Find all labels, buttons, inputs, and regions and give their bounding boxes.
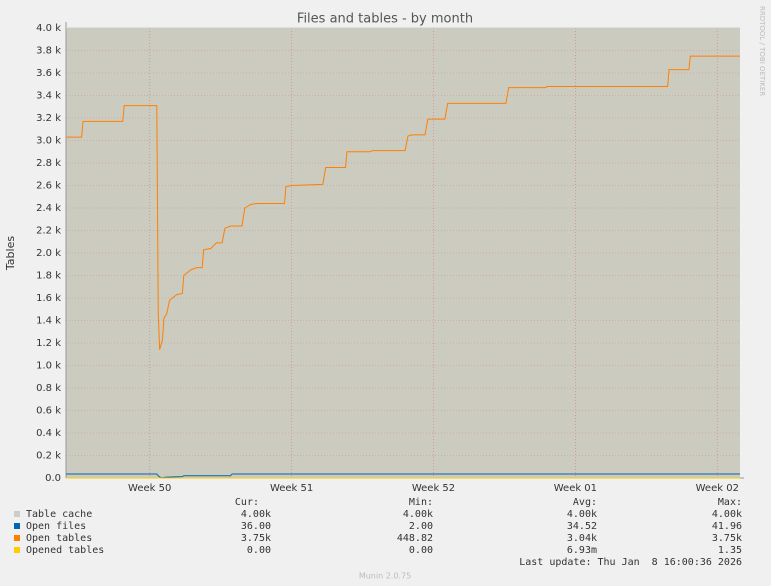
y-tick-label: 0.0 bbox=[45, 473, 61, 484]
stat-value: 36.00 bbox=[241, 521, 271, 532]
y-tick-label: 3.4 k bbox=[36, 91, 61, 102]
stat-value: 0.00 bbox=[409, 545, 433, 556]
y-tick-label: 0.4 k bbox=[36, 428, 61, 439]
y-axis-label: Tables bbox=[4, 236, 17, 271]
y-tick-label: 2.6 k bbox=[36, 181, 61, 192]
series-line bbox=[66, 473, 740, 479]
y-tick-label: 2.8 k bbox=[36, 158, 61, 169]
chart-title: Files and tables - by month bbox=[297, 12, 473, 27]
stat-value: 3.75k bbox=[712, 533, 742, 544]
stat-value: 448.82 bbox=[397, 533, 433, 544]
stat-value: 3.04k bbox=[567, 533, 597, 544]
x-tick-label: Week 02 bbox=[696, 483, 739, 494]
y-tick-label: 1.2 k bbox=[36, 338, 61, 349]
y-tick-label: 3.2 k bbox=[36, 113, 61, 124]
legend-swatch bbox=[14, 547, 20, 553]
stat-value: 4.00k bbox=[403, 509, 433, 520]
stat-value: 41.96 bbox=[712, 521, 742, 532]
y-tick-label: 2.0 k bbox=[36, 248, 61, 259]
x-tick-label: Week 51 bbox=[270, 483, 313, 494]
stat-value: 2.00 bbox=[409, 521, 433, 532]
y-tick-label: 1.8 k bbox=[36, 271, 61, 282]
y-tick-label: 3.6 k bbox=[36, 68, 61, 79]
stat-header: Cur: bbox=[235, 497, 259, 508]
y-tick-label: 3.0 k bbox=[36, 136, 61, 147]
stat-value: 4.00k bbox=[712, 509, 742, 520]
stat-value: 4.00k bbox=[567, 509, 597, 520]
y-tick-label: 2.2 k bbox=[36, 226, 61, 237]
stat-value: 3.75k bbox=[241, 533, 271, 544]
stat-header: Min: bbox=[409, 497, 433, 508]
last-update: Last update: Thu Jan 8 16:00:36 2026 bbox=[519, 557, 742, 568]
y-tick-label: 0.6 k bbox=[36, 406, 61, 417]
legend-label: Opened tables bbox=[26, 545, 104, 556]
y-tick-label: 1.0 k bbox=[36, 361, 61, 372]
y-tick-label: 1.4 k bbox=[36, 316, 61, 327]
footer: Munin 2.0.75 bbox=[359, 572, 411, 581]
stat-value: 0.00 bbox=[247, 545, 271, 556]
legend-swatch bbox=[14, 523, 20, 529]
stat-header: Avg: bbox=[573, 497, 597, 508]
y-tick-label: 3.8 k bbox=[36, 46, 61, 57]
x-tick-label: Week 50 bbox=[128, 483, 171, 494]
stat-value: 34.52 bbox=[567, 521, 597, 532]
legend-label: Open tables bbox=[26, 533, 92, 544]
y-tick-label: 0.8 k bbox=[36, 383, 61, 394]
legend-label: Open files bbox=[26, 521, 86, 532]
x-tick-label: Week 01 bbox=[554, 483, 597, 494]
stat-header: Max: bbox=[718, 497, 742, 508]
legend-swatch bbox=[14, 511, 20, 517]
series-line bbox=[66, 55, 740, 350]
y-tick-label: 1.6 k bbox=[36, 293, 61, 304]
stat-value: 4.00k bbox=[241, 509, 271, 520]
x-tick-label: Week 52 bbox=[412, 483, 455, 494]
legend-swatch bbox=[14, 535, 20, 541]
legend-label: Table cache bbox=[26, 509, 92, 520]
stat-value: 1.35 bbox=[718, 545, 742, 556]
y-tick-label: 4.0 k bbox=[36, 23, 61, 34]
y-tick-label: 0.2 k bbox=[36, 451, 61, 462]
side-text: RRDTOOL / TOBI OETIKER bbox=[758, 6, 766, 96]
y-tick-label: 2.4 k bbox=[36, 203, 61, 214]
stat-value: 6.93m bbox=[567, 545, 597, 556]
